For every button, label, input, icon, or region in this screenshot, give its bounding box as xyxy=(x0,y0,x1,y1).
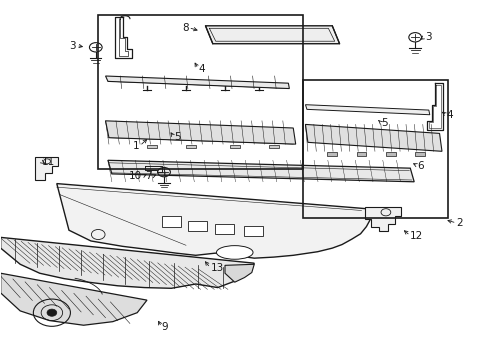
Polygon shape xyxy=(205,26,339,44)
Text: 6: 6 xyxy=(417,161,424,171)
Text: 12: 12 xyxy=(409,231,423,240)
Text: 2: 2 xyxy=(456,218,462,228)
Bar xyxy=(244,226,263,235)
Circle shape xyxy=(47,309,57,316)
Polygon shape xyxy=(105,76,289,89)
Ellipse shape xyxy=(216,246,252,259)
Text: 1: 1 xyxy=(133,141,140,151)
Polygon shape xyxy=(414,152,424,156)
Polygon shape xyxy=(147,145,157,148)
Polygon shape xyxy=(268,145,278,148)
Bar xyxy=(161,216,181,226)
Text: 4: 4 xyxy=(446,111,452,121)
Polygon shape xyxy=(108,160,413,182)
Text: 8: 8 xyxy=(182,23,188,33)
Polygon shape xyxy=(385,152,395,156)
Polygon shape xyxy=(224,264,254,282)
Polygon shape xyxy=(229,145,239,148)
Polygon shape xyxy=(35,157,58,180)
Text: 3: 3 xyxy=(69,41,76,50)
Polygon shape xyxy=(0,237,254,288)
Bar xyxy=(215,224,233,234)
Bar xyxy=(303,80,447,218)
Text: 3: 3 xyxy=(424,32,430,41)
Text: 7: 7 xyxy=(145,171,152,181)
Text: 5: 5 xyxy=(380,118,387,128)
Polygon shape xyxy=(356,152,366,156)
Polygon shape xyxy=(305,125,441,151)
Polygon shape xyxy=(0,273,147,325)
Text: 10: 10 xyxy=(129,171,142,181)
Polygon shape xyxy=(305,105,429,115)
Text: 13: 13 xyxy=(210,263,223,273)
Bar xyxy=(98,15,303,169)
Polygon shape xyxy=(57,184,370,258)
Polygon shape xyxy=(365,207,400,231)
Text: 11: 11 xyxy=(42,157,55,167)
Polygon shape xyxy=(327,152,336,156)
Text: 9: 9 xyxy=(161,322,168,332)
Text: 5: 5 xyxy=(173,132,180,142)
Bar xyxy=(188,221,206,231)
Polygon shape xyxy=(185,145,195,148)
Text: 4: 4 xyxy=(198,64,204,74)
Polygon shape xyxy=(105,121,295,144)
